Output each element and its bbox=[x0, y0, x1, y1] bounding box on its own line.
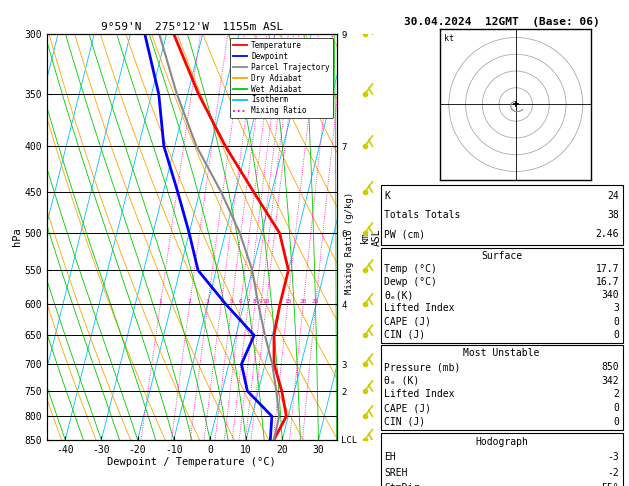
Text: 15: 15 bbox=[284, 299, 291, 304]
Text: Surface: Surface bbox=[481, 251, 522, 261]
Text: CIN (J): CIN (J) bbox=[384, 330, 425, 340]
Text: 16.7: 16.7 bbox=[596, 277, 619, 287]
Text: 342: 342 bbox=[601, 376, 619, 386]
Text: -3: -3 bbox=[607, 452, 619, 462]
Legend: Temperature, Dewpoint, Parcel Trajectory, Dry Adiabat, Wet Adiabat, Isotherm, Mi: Temperature, Dewpoint, Parcel Trajectory… bbox=[230, 38, 333, 119]
Text: CAPE (J): CAPE (J) bbox=[384, 403, 431, 413]
Text: StmDir: StmDir bbox=[384, 483, 420, 486]
Text: θₑ(K): θₑ(K) bbox=[384, 290, 414, 300]
Text: -2: -2 bbox=[607, 468, 619, 478]
Text: © weatheronline.co.uk: © weatheronline.co.uk bbox=[445, 469, 558, 479]
Text: Lifted Index: Lifted Index bbox=[384, 303, 455, 313]
Text: 0: 0 bbox=[613, 316, 619, 327]
Text: 850: 850 bbox=[601, 362, 619, 372]
Text: 10: 10 bbox=[262, 299, 270, 304]
Text: 3: 3 bbox=[613, 303, 619, 313]
Text: θₑ (K): θₑ (K) bbox=[384, 376, 420, 386]
Text: 55°: 55° bbox=[601, 483, 619, 486]
Text: 4: 4 bbox=[220, 299, 223, 304]
Text: 9: 9 bbox=[259, 299, 263, 304]
Text: Mixing Ratio (g/kg): Mixing Ratio (g/kg) bbox=[345, 192, 353, 294]
Text: 2.46: 2.46 bbox=[596, 229, 619, 239]
Title: 9°59'N  275°12'W  1155m ASL: 9°59'N 275°12'W 1155m ASL bbox=[101, 22, 283, 32]
Text: 3: 3 bbox=[206, 299, 209, 304]
Text: 7: 7 bbox=[247, 299, 250, 304]
Text: 25: 25 bbox=[312, 299, 320, 304]
Text: Pressure (mb): Pressure (mb) bbox=[384, 362, 460, 372]
X-axis label: Dewpoint / Temperature (°C): Dewpoint / Temperature (°C) bbox=[108, 457, 276, 468]
Text: 24: 24 bbox=[607, 191, 619, 201]
Text: 30.04.2024  12GMT  (Base: 06): 30.04.2024 12GMT (Base: 06) bbox=[404, 17, 599, 27]
Text: Lifted Index: Lifted Index bbox=[384, 389, 455, 399]
Y-axis label: hPa: hPa bbox=[12, 227, 22, 246]
Text: 340: 340 bbox=[601, 290, 619, 300]
Text: 2: 2 bbox=[613, 389, 619, 399]
Text: EH: EH bbox=[384, 452, 396, 462]
Text: 0: 0 bbox=[613, 417, 619, 427]
Text: CAPE (J): CAPE (J) bbox=[384, 316, 431, 327]
Text: 8: 8 bbox=[253, 299, 257, 304]
Text: 1: 1 bbox=[159, 299, 162, 304]
Text: PW (cm): PW (cm) bbox=[384, 229, 425, 239]
Text: 5: 5 bbox=[230, 299, 233, 304]
Text: Hodograph: Hodograph bbox=[475, 437, 528, 447]
Text: K: K bbox=[384, 191, 390, 201]
Text: 17.7: 17.7 bbox=[596, 264, 619, 274]
Text: 38: 38 bbox=[607, 210, 619, 220]
Text: CIN (J): CIN (J) bbox=[384, 417, 425, 427]
Text: 2: 2 bbox=[188, 299, 192, 304]
Text: SREH: SREH bbox=[384, 468, 408, 478]
Text: 6: 6 bbox=[239, 299, 243, 304]
Text: kt: kt bbox=[444, 34, 454, 43]
Text: Most Unstable: Most Unstable bbox=[464, 348, 540, 358]
Text: Totals Totals: Totals Totals bbox=[384, 210, 460, 220]
Text: 20: 20 bbox=[299, 299, 307, 304]
Text: 0: 0 bbox=[613, 330, 619, 340]
Y-axis label: km
ASL: km ASL bbox=[360, 228, 382, 246]
Text: 0: 0 bbox=[613, 403, 619, 413]
Text: Temp (°C): Temp (°C) bbox=[384, 264, 437, 274]
Text: Dewp (°C): Dewp (°C) bbox=[384, 277, 437, 287]
